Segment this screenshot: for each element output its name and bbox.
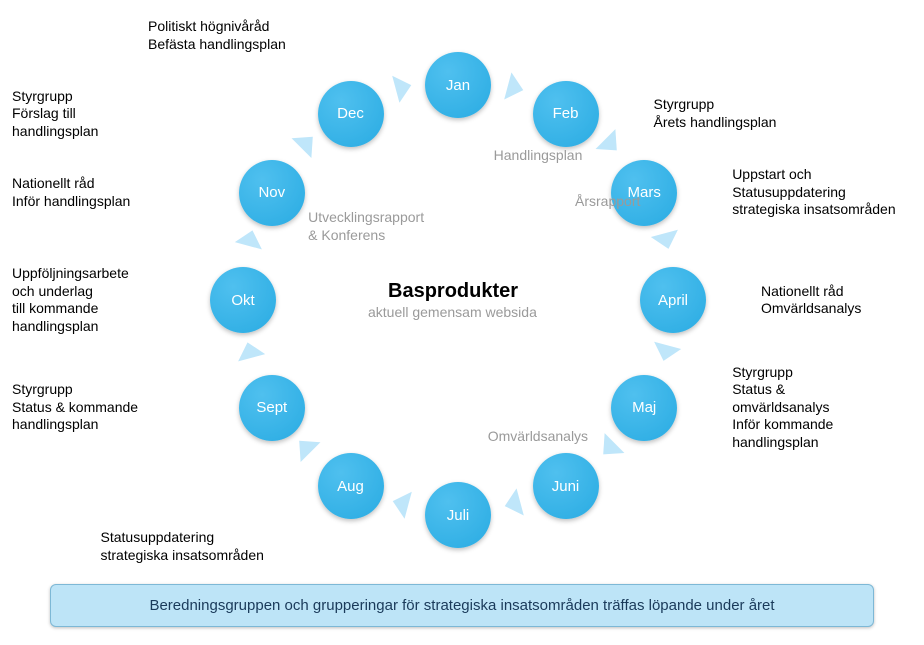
month-label: Okt — [231, 292, 254, 309]
month-label: Aug — [337, 478, 364, 495]
flow-arrow — [292, 127, 323, 158]
month-label: Dec — [337, 105, 364, 122]
month-desc-okt: Uppföljningsarbete och underlag till kom… — [12, 265, 129, 335]
month-desc-nov: Nationellt råd Inför handlingsplan — [12, 175, 130, 210]
month-desc-dec: Styrgrupp Förslag till handlingsplan — [12, 88, 98, 141]
flow-arrow — [389, 487, 412, 518]
month-label: Jan — [446, 77, 470, 94]
month-desc-april: Nationellt råd Omvärldsanalys — [761, 283, 861, 318]
month-label: Juni — [552, 478, 580, 495]
month-desc-maj: Styrgrupp Status & omvärldsanalys Inför … — [732, 364, 833, 452]
month-desc-aug: Statusuppdatering strategiska insatsområ… — [101, 529, 264, 564]
month-node-april: April — [640, 267, 706, 333]
month-node-sept: Sept — [239, 375, 305, 441]
month-label: Sept — [256, 399, 287, 416]
flow-arrow — [650, 230, 681, 253]
month-desc-feb: Styrgrupp Årets handlingsplan — [654, 96, 777, 131]
month-node-jan: Jan — [425, 52, 491, 118]
month-desc-mars: Uppstart och Statusuppdatering strategis… — [732, 166, 895, 219]
flow-arrow — [234, 338, 265, 361]
annual-cycle-diagram: Jan Politiskt högnivåråd Befästa handling… — [0, 0, 924, 645]
flow-arrow — [235, 227, 266, 250]
inner-label-omvarld: Omvärldsanalys — [488, 428, 588, 446]
footer-banner-text: Beredningsgruppen och grupperingar för s… — [149, 597, 774, 614]
month-node-maj: Maj — [611, 375, 677, 441]
month-node-okt: Okt — [210, 267, 276, 333]
month-node-juni: Juni — [533, 453, 599, 519]
flow-arrow — [593, 433, 624, 464]
footer-banner: Beredningsgruppen och grupperingar för s… — [50, 584, 874, 627]
center-title: Basprodukter — [388, 280, 518, 303]
flow-arrow — [650, 341, 681, 364]
month-node-aug: Aug — [318, 453, 384, 519]
month-label: April — [658, 292, 688, 309]
month-desc-sept: Styrgrupp Status & kommande handlingspla… — [12, 381, 138, 434]
flow-arrow — [289, 431, 320, 462]
month-label: Nov — [258, 184, 285, 201]
month-desc-jan: Politiskt högnivåråd Befästa handlingspl… — [148, 18, 286, 53]
flow-arrow — [501, 488, 524, 519]
inner-label-hplan: Handlingsplan — [494, 147, 583, 165]
flow-arrow — [504, 73, 527, 104]
month-node-dec: Dec — [318, 81, 384, 147]
inner-label-arsrapport: Årsrapport — [575, 193, 640, 211]
center-subtitle: aktuell gemensam websida — [368, 304, 537, 320]
month-label: Feb — [553, 105, 579, 122]
month-label: Juli — [447, 507, 470, 524]
month-node-feb: Feb — [533, 81, 599, 147]
flow-arrow — [393, 72, 416, 103]
month-node-nov: Nov — [239, 160, 305, 226]
month-node-juli: Juli — [425, 482, 491, 548]
month-label: Maj — [632, 399, 656, 416]
flow-arrow — [596, 129, 627, 160]
inner-label-utveckl: Utvecklingsrapport & Konferens — [308, 209, 424, 244]
